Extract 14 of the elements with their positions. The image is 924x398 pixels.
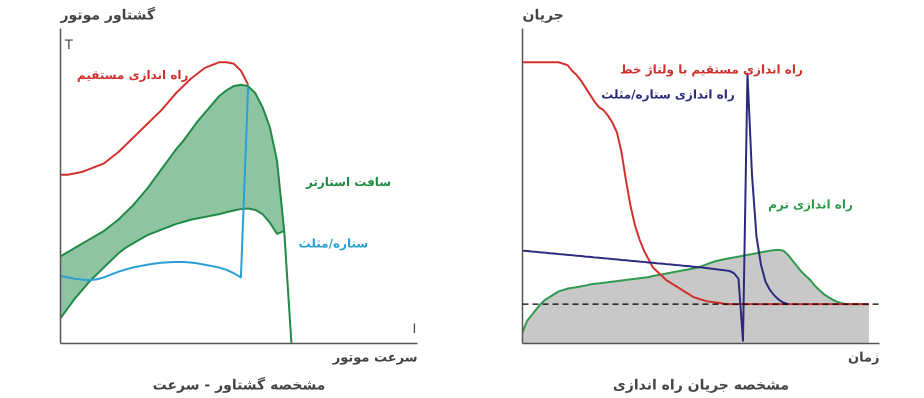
series-label: راه اندازی مستقیم [76, 68, 189, 82]
annotation: I [412, 322, 416, 337]
x-axis-title: سرعت موتور [332, 350, 418, 366]
series-label: راه اندازی ستاره/مثلث [601, 88, 735, 102]
text: مشخصه گشتاور - سرعت [152, 376, 326, 394]
y-axis-title: جریان [522, 8, 564, 24]
text: راه اندازی ترم [768, 197, 853, 212]
text: راه اندازی مستقیم با ولتاژ خط [620, 62, 803, 76]
text: مشخصه جریان راه اندازی [612, 378, 790, 394]
x-axis-title: زمان [848, 350, 880, 366]
text: سافت استارتر [304, 174, 392, 189]
text: ستاره/مثلث [298, 236, 368, 251]
text: T [64, 38, 73, 53]
y-axis-title: گشتاور موتور [60, 6, 156, 24]
